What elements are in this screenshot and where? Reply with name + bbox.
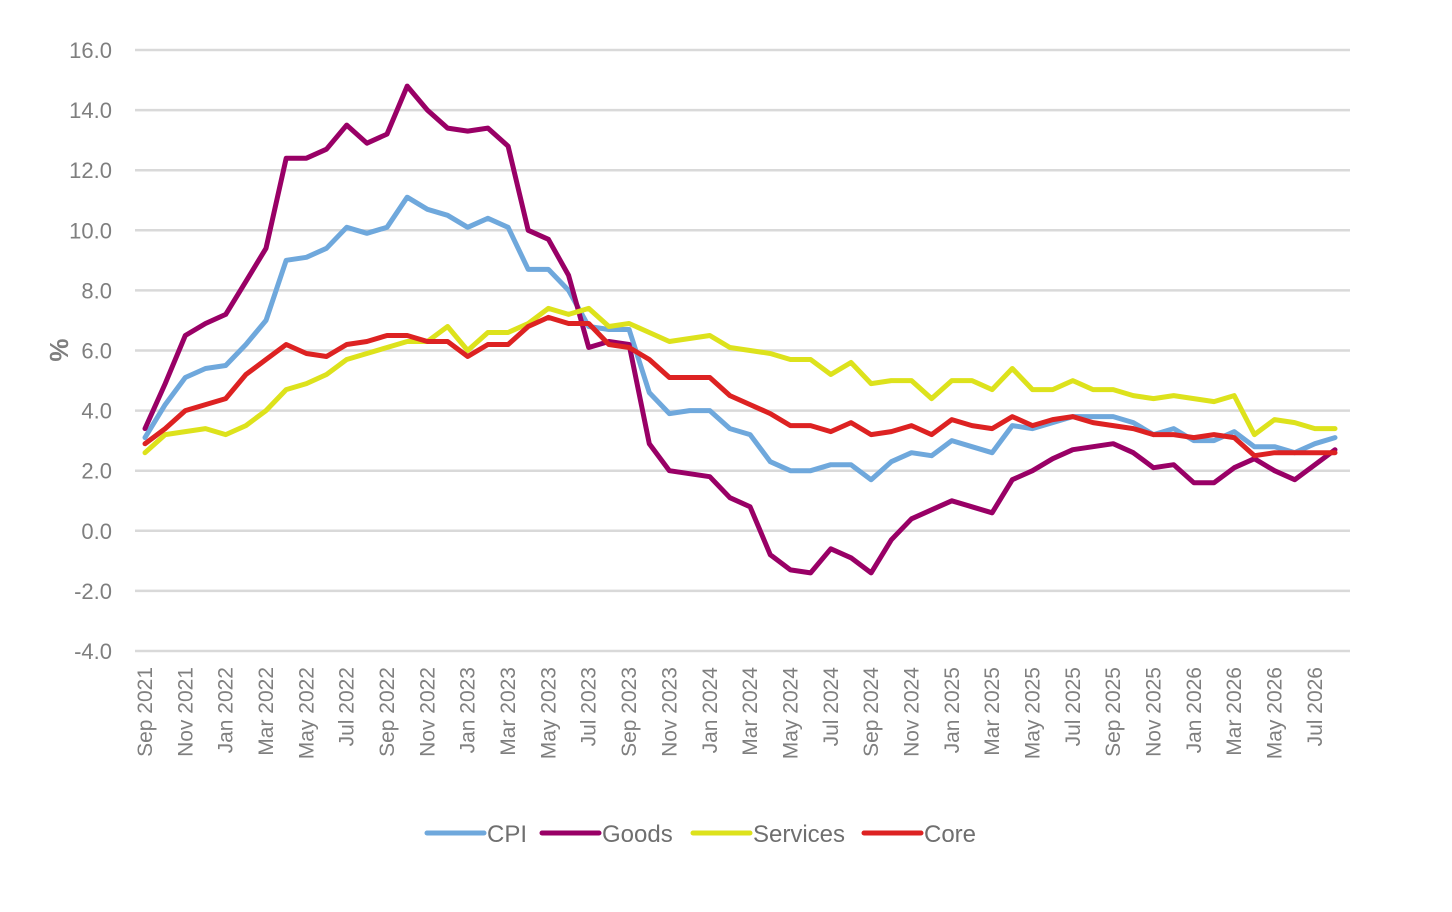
y-tick-label: 16.0 (69, 38, 112, 63)
x-tick-label: May 2024 (779, 667, 802, 760)
x-tick-label: Jan 2023 (457, 667, 480, 753)
x-tick-label: Jul 2022 (336, 667, 359, 746)
x-tick-label: Mar 2026 (1223, 667, 1246, 756)
x-tick-label: Sep 2024 (860, 667, 883, 757)
y-axis-ticks: -4.0 -2.0 0.0 2.0 4.0 6.0 8.0 10.0 12.0 14.0 16.0 (69, 38, 112, 664)
x-tick-label: Jan 2026 (1183, 667, 1206, 753)
x-tick-label: May 2026 (1264, 667, 1287, 759)
y-tick-label: 4.0 (81, 399, 112, 424)
legend-label-core: Core (924, 821, 976, 848)
x-tick-label: Sep 2021 (134, 667, 157, 757)
x-tick-label: Jul 2026 (1304, 667, 1327, 746)
x-axis-ticks: Sep 2021 Nov 2021 Jan 2022 Mar 2022 May 2022… (134, 667, 1327, 760)
legend: CPI Goods Services Core (424, 821, 976, 848)
x-tick-label: Jan 2025 (941, 667, 964, 753)
series-lines (142, 83, 1338, 576)
x-tick-label: Nov 2024 (900, 667, 923, 757)
x-tick-label: Mar 2023 (497, 667, 520, 756)
x-tick-label: Jul 2023 (578, 667, 601, 746)
x-tick-label: Nov 2022 (416, 667, 439, 757)
legend-label-services: Services (753, 821, 845, 848)
x-tick-label: Nov 2021 (174, 667, 197, 757)
y-tick-label: 0.0 (81, 519, 112, 544)
x-tick-label: Sep 2025 (1102, 667, 1125, 757)
y-tick-label: 14.0 (69, 98, 112, 123)
series-line-core (142, 314, 1338, 459)
series-line-goods (142, 83, 1338, 576)
legend-label-goods: Goods (602, 821, 673, 848)
x-tick-label: Mar 2024 (739, 667, 762, 756)
legend-label-cpi: CPI (487, 821, 527, 848)
x-tick-label: Mar 2022 (255, 667, 278, 756)
x-tick-label: Jan 2022 (215, 667, 238, 753)
x-tick-label: Mar 2025 (981, 667, 1004, 756)
y-tick-label: 12.0 (69, 158, 112, 183)
x-tick-label: May 2022 (295, 667, 318, 759)
y-tick-label: 8.0 (81, 278, 112, 303)
y-axis-label: % (44, 338, 74, 361)
series-line-services (142, 305, 1338, 456)
x-tick-label: Jul 2025 (1062, 667, 1085, 746)
y-tick-label: 2.0 (81, 459, 112, 484)
y-tick-label: 6.0 (81, 339, 112, 364)
y-tick-label: -4.0 (74, 639, 112, 664)
x-tick-label: Nov 2023 (658, 667, 681, 757)
x-tick-label: Sep 2022 (376, 667, 399, 757)
x-tick-label: Nov 2025 (1143, 667, 1166, 757)
x-tick-label: Jul 2024 (820, 667, 843, 747)
x-tick-label: Jan 2024 (699, 667, 722, 754)
x-tick-label: May 2025 (1021, 667, 1044, 759)
x-tick-label: May 2023 (537, 667, 560, 759)
x-tick-label: Sep 2023 (618, 667, 641, 757)
y-tick-label: 10.0 (69, 218, 112, 243)
y-tick-label: -2.0 (74, 579, 112, 604)
series-line-cpi (142, 194, 1338, 483)
